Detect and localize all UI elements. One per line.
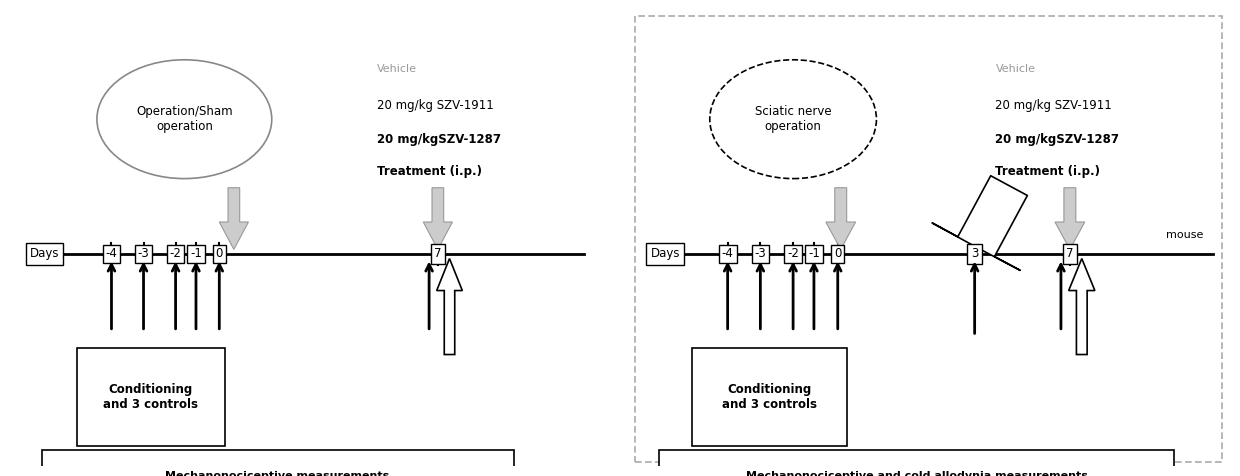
- Text: 3: 3: [971, 248, 978, 260]
- FancyBboxPatch shape: [77, 347, 226, 446]
- Text: Sciatic nerve
operation: Sciatic nerve operation: [755, 105, 831, 133]
- Text: -1: -1: [808, 248, 820, 260]
- Text: 20 mg/kgSZV-1287: 20 mg/kgSZV-1287: [996, 133, 1120, 146]
- Text: Treatment (i.p.): Treatment (i.p.): [996, 165, 1100, 178]
- Text: Vehicle: Vehicle: [996, 64, 1035, 74]
- Text: Mechanonociceptive measurements
(before and 15 min after the treatment on Day 7): Mechanonociceptive measurements (before …: [123, 471, 433, 476]
- Polygon shape: [219, 188, 248, 249]
- Text: -2: -2: [787, 248, 799, 260]
- Text: Conditioning
and 3 controls: Conditioning and 3 controls: [722, 383, 817, 411]
- Text: Vehicle: Vehicle: [377, 64, 417, 74]
- Text: -1: -1: [190, 248, 202, 260]
- Text: -4: -4: [722, 248, 734, 260]
- Text: 0: 0: [216, 248, 223, 260]
- Polygon shape: [1069, 258, 1095, 355]
- Polygon shape: [826, 188, 856, 249]
- Text: 20 mg/kg SZV-1911: 20 mg/kg SZV-1911: [377, 99, 494, 112]
- Text: 20 mg/kg SZV-1911: 20 mg/kg SZV-1911: [996, 99, 1112, 112]
- Polygon shape: [1055, 188, 1085, 249]
- Text: 0: 0: [835, 248, 842, 260]
- Text: -3: -3: [754, 248, 766, 260]
- FancyBboxPatch shape: [635, 16, 1221, 462]
- Text: -2: -2: [170, 248, 181, 260]
- Text: -4: -4: [105, 248, 118, 260]
- Text: Conditioning
and 3 controls: Conditioning and 3 controls: [103, 383, 198, 411]
- Text: Mechanonociceptive and cold allodynia measurements
(before and 15 min after the : Mechanonociceptive and cold allodynia me…: [719, 471, 1114, 476]
- Text: Days: Days: [30, 248, 60, 260]
- FancyBboxPatch shape: [692, 347, 847, 446]
- FancyBboxPatch shape: [42, 450, 513, 476]
- Text: -3: -3: [138, 248, 149, 260]
- Text: 7: 7: [1066, 248, 1074, 260]
- Text: Treatment (i.p.): Treatment (i.p.): [377, 165, 481, 178]
- Polygon shape: [436, 258, 463, 355]
- Text: Days: Days: [651, 248, 680, 260]
- Polygon shape: [423, 188, 453, 249]
- FancyBboxPatch shape: [660, 450, 1174, 476]
- Text: 20 mg/kgSZV-1287: 20 mg/kgSZV-1287: [377, 133, 501, 146]
- Text: mouse: mouse: [1167, 230, 1204, 240]
- Text: Operation/Sham
operation: Operation/Sham operation: [136, 105, 233, 133]
- Text: 7: 7: [434, 248, 441, 260]
